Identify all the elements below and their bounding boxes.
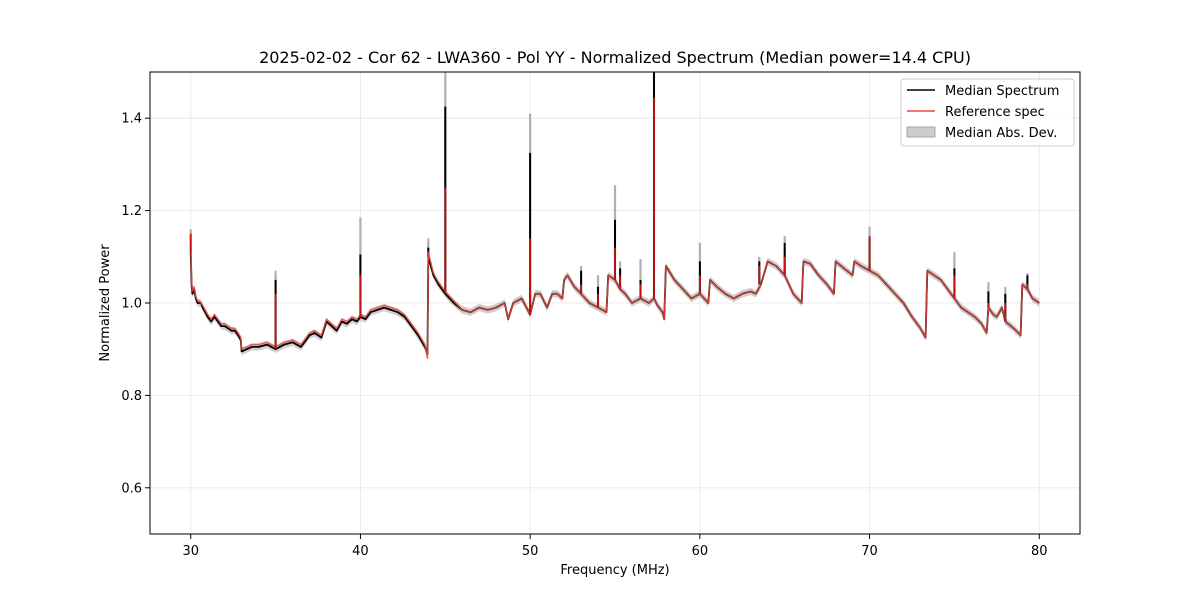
x-tick-label: 30 xyxy=(182,544,199,559)
chart-title: 2025-02-02 - Cor 62 - LWA360 - Pol YY - … xyxy=(259,48,971,67)
reference-spec-line xyxy=(189,233,1040,360)
legend-mad-swatch xyxy=(906,126,936,138)
legend-mad-label: Median Abs. Dev. xyxy=(945,126,1057,141)
x-tick-label: 50 xyxy=(522,544,539,559)
x-tick-label: 80 xyxy=(1031,544,1048,559)
legend-reference-label: Reference spec xyxy=(945,105,1045,120)
reference-series-layer xyxy=(189,97,1040,360)
y-tick-label: 1.2 xyxy=(121,204,142,219)
ticks: 30 40 50 60 70 80 0.6 0.8 1.0 1.2 1.4 xyxy=(121,112,1047,559)
y-tick-label: 1.0 xyxy=(121,297,142,312)
y-tick-label: 1.4 xyxy=(121,112,142,127)
legend: Median Spectrum Reference spec Median Ab… xyxy=(900,78,1075,147)
x-axis-label: Frequency (MHz) xyxy=(560,563,669,578)
y-axis-label: Normalized Power xyxy=(98,244,113,362)
y-tick-label: 0.8 xyxy=(121,389,142,404)
x-tick-label: 70 xyxy=(861,544,878,559)
x-tick-label: 40 xyxy=(352,544,369,559)
legend-median-label: Median Spectrum xyxy=(945,84,1059,99)
legend-frame xyxy=(900,78,1075,147)
y-tick-label: 0.6 xyxy=(121,481,142,496)
x-tick-label: 60 xyxy=(692,544,709,559)
